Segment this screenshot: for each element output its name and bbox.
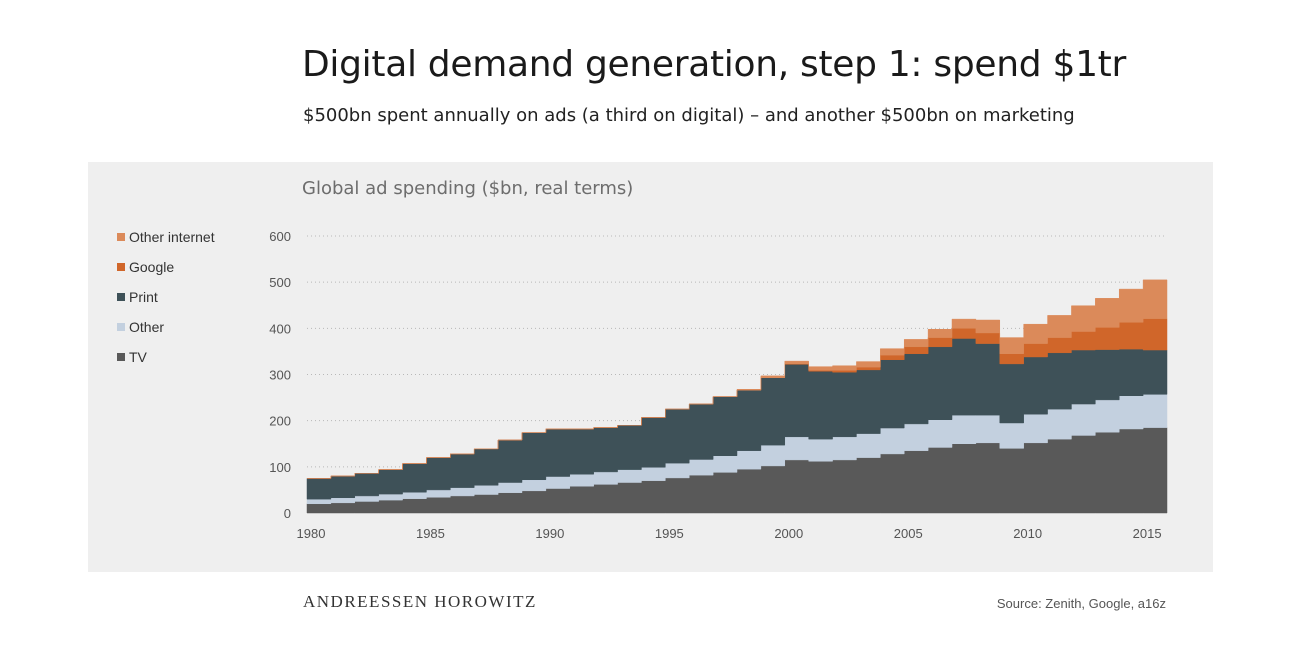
- x-tick-label-2000: 2000: [774, 526, 803, 541]
- legend-item-other-internet: Other internet: [117, 229, 215, 259]
- x-tick-label-2015: 2015: [1133, 526, 1162, 541]
- x-tick-label-1995: 1995: [655, 526, 684, 541]
- x-tick-label-1980: 1980: [297, 526, 326, 541]
- legend-item-other: Other: [117, 319, 215, 349]
- legend-swatch-other-internet: [117, 233, 125, 241]
- legend-label-other: Other: [129, 319, 165, 335]
- x-tick-label-1990: 1990: [535, 526, 564, 541]
- source-note: Source: Zenith, Google, a16z: [996, 596, 1166, 611]
- legend-item-tv: TV: [117, 349, 215, 379]
- legend-label-other-internet: Other internet: [129, 229, 215, 245]
- x-tick-label-1985: 1985: [416, 526, 445, 541]
- legend-swatch-print: [117, 293, 125, 301]
- y-tick-label-600: 600: [269, 229, 291, 244]
- legend-swatch-tv: [117, 353, 125, 361]
- chart-title: Global ad spending ($bn, real terms): [302, 178, 634, 199]
- x-tick-label-2005: 2005: [894, 526, 923, 541]
- legend-label-print: Print: [129, 289, 158, 305]
- y-tick-label-400: 400: [269, 321, 291, 336]
- legend-item-google: Google: [117, 259, 215, 289]
- y-tick-label-0: 0: [284, 506, 291, 521]
- legend-label-tv: TV: [129, 349, 147, 365]
- legend-swatch-google: [117, 263, 125, 271]
- y-tick-label-500: 500: [269, 275, 291, 290]
- y-tick-label-300: 300: [269, 368, 291, 383]
- x-tick-label-2010: 2010: [1013, 526, 1042, 541]
- page-title: Digital demand generation, step 1: spend…: [302, 44, 1126, 85]
- y-tick-label-100: 100: [269, 460, 291, 475]
- brand-logo-text: ANDREESSEN HOROWITZ: [303, 592, 537, 611]
- page-subtitle: $500bn spent annually on ads (a third on…: [303, 105, 1075, 126]
- legend-item-print: Print: [117, 289, 215, 319]
- series-area-other-internet: [307, 279, 1168, 479]
- y-tick-label-200: 200: [269, 414, 291, 429]
- chart-legend: Other internet Google Print Other TV: [117, 229, 215, 379]
- legend-swatch-other: [117, 323, 125, 331]
- legend-label-google: Google: [129, 259, 175, 275]
